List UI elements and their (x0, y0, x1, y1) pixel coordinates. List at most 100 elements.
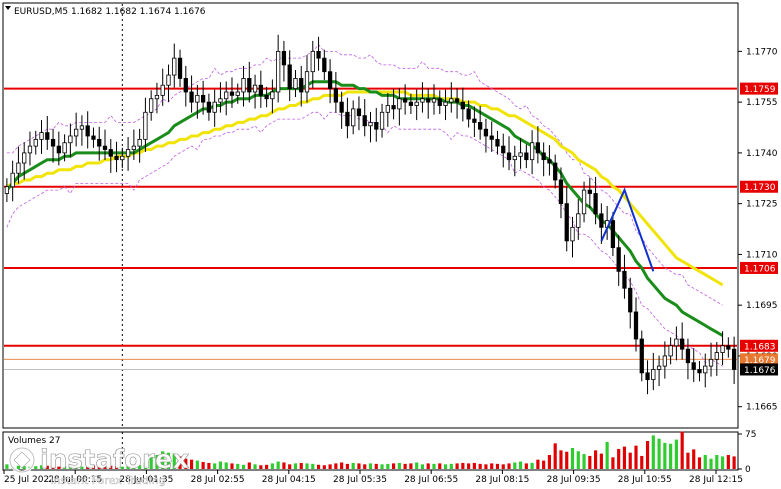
candle-body (345, 111, 350, 127)
candle-body (4, 186, 10, 194)
candle-body (50, 138, 56, 147)
candle-body (131, 145, 136, 150)
candle-body (27, 145, 33, 154)
price-panel[interactable]: EURUSD,M5 1.1682 1.1682 1.1674 1.1676 1.… (2, 2, 778, 429)
x-tick-label: 28 Jul 08:15 (475, 475, 529, 485)
candle-body (541, 152, 546, 161)
candle-body (224, 91, 229, 100)
candle-body (651, 369, 656, 381)
level-label-bg (740, 339, 778, 352)
candlesticks (4, 34, 737, 395)
candle-body (310, 50, 315, 73)
candle-body (662, 355, 667, 367)
candle-body (518, 152, 523, 157)
x-tick-label: 28 Jul 00:15 (48, 475, 102, 485)
candle-body (39, 132, 44, 140)
level-label: 1.1730 (744, 183, 776, 193)
candle-body (333, 88, 339, 103)
candle-body (91, 135, 96, 140)
x-tick-label: 28 Jul 12:15 (689, 475, 743, 485)
candle-body (599, 213, 604, 228)
x-tick-label: 28 Jul 05:35 (333, 475, 387, 485)
candle-body (645, 372, 650, 381)
candle-body (79, 125, 85, 130)
y-tick-label: 1.1710 (746, 250, 778, 260)
x-tick-label: 25 Jul 2021 (4, 475, 55, 485)
volume-tick-label: 0 (745, 465, 751, 475)
y-tick-label: 1.1695 (746, 301, 778, 311)
candle-body (74, 128, 79, 137)
candle-body (674, 338, 679, 347)
candle-body (177, 57, 183, 79)
candle-body (547, 159, 552, 164)
candle-body (668, 345, 673, 357)
support-resistance-levels (4, 87, 737, 370)
candle-body (276, 50, 281, 93)
candle-body (708, 358, 714, 367)
candle-body (299, 78, 304, 93)
level-label-bg (740, 180, 778, 193)
candle-body (408, 101, 414, 106)
volume-panel-frame (2, 431, 739, 471)
y-tick-label: 1.1755 (746, 98, 778, 108)
candle-body (633, 311, 639, 340)
candle-body (166, 74, 171, 86)
candle-body (97, 138, 102, 147)
candle-body (195, 94, 200, 103)
symbol-header: EURUSD,M5 1.1682 1.1682 1.1674 1.1676 (14, 7, 206, 17)
candle-body (229, 91, 235, 96)
candle-body (172, 57, 177, 76)
candle-body (33, 138, 38, 147)
level-label: 1.1683 (744, 342, 776, 352)
candle-body (564, 203, 569, 242)
candle-body (252, 84, 258, 93)
candle-body (553, 162, 558, 181)
candle-body (102, 145, 108, 150)
volume-header: Volumes 27 (8, 436, 60, 446)
candle-body (483, 128, 489, 137)
level-label: 1.1706 (744, 264, 776, 274)
candle-body (264, 94, 269, 100)
candle-body (454, 98, 460, 103)
candle-body (680, 338, 685, 350)
candle-body (697, 369, 702, 374)
watermark-tagline: Instant Forex Trading (50, 474, 166, 487)
level-label: 1.1759 (744, 85, 776, 95)
watermark-brand: instaforex (40, 445, 190, 475)
candle-body (379, 111, 385, 130)
x-tick-label: 28 Jul 04:15 (262, 475, 316, 485)
candle-body (327, 71, 333, 90)
candle-body (258, 84, 263, 96)
candle-body (391, 105, 396, 110)
y-tick-label: 1.1665 (746, 403, 778, 413)
candle-body (426, 98, 431, 103)
candle-body (160, 84, 165, 96)
price-label: 1.1676 (744, 366, 776, 376)
candle-body (587, 189, 592, 194)
candle-body (183, 78, 188, 93)
candle-body (449, 98, 454, 103)
y-tick-label: 1.1740 (746, 149, 778, 159)
candle-body (351, 108, 356, 127)
x-tick-label: 28 Jul 09:35 (547, 475, 601, 485)
candle-body (212, 101, 217, 113)
y-tick-label: 1.1770 (746, 47, 778, 57)
dropdown-triangle-icon[interactable] (5, 6, 11, 10)
candle-body (235, 91, 240, 96)
candle-body (218, 98, 223, 103)
candle-body (703, 365, 708, 374)
annotation-path (600, 187, 655, 272)
candle-body (472, 118, 477, 123)
candle-body (431, 98, 437, 103)
volume-panel[interactable]: Volumes 27 0 75 (2, 430, 756, 475)
candle-body (506, 152, 512, 161)
candle-body (639, 338, 644, 374)
candle-body (576, 213, 581, 228)
candle-body (402, 98, 408, 103)
price-panel-frame (2, 2, 739, 429)
level-label-bg (740, 261, 778, 274)
candle-body (206, 101, 212, 113)
